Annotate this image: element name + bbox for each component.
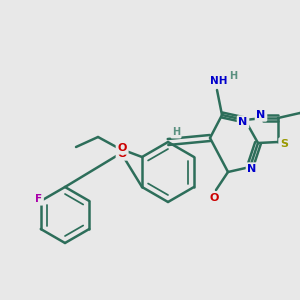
- Text: H: H: [229, 71, 237, 81]
- Text: O: O: [117, 149, 127, 159]
- Text: NH: NH: [210, 76, 228, 86]
- Text: S: S: [280, 139, 288, 149]
- Text: N: N: [256, 110, 266, 120]
- Text: O: O: [209, 193, 219, 203]
- Text: O: O: [117, 143, 127, 153]
- Text: H: H: [172, 127, 180, 137]
- Text: F: F: [35, 194, 42, 204]
- Text: N: N: [238, 117, 247, 127]
- Text: N: N: [248, 164, 256, 174]
